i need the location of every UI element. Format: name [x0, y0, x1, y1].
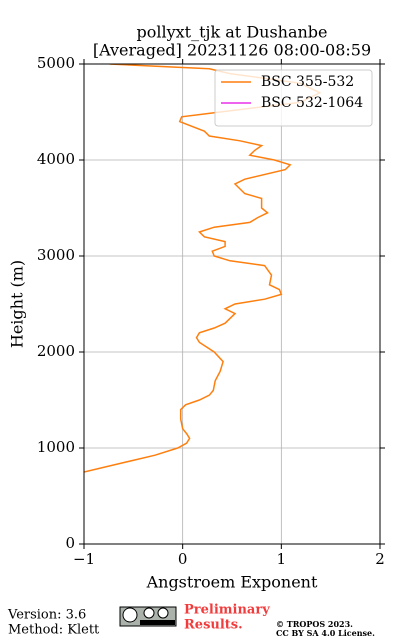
x-tick-label: 1 [277, 550, 287, 568]
y-tick-label: 2000 [37, 342, 75, 360]
data-line [84, 64, 322, 473]
cc-logo [119, 606, 177, 627]
y-tick-label: 0 [65, 534, 75, 552]
legend-label: BSC 532-1064 [261, 95, 363, 111]
legend-box [214, 69, 373, 127]
legend-label: BSC 355-532 [261, 74, 354, 90]
chart-title: pollyxt_tjk at Dushanbe [136, 23, 327, 42]
status-line-1: Preliminary [184, 603, 270, 618]
x-tick-label: −1 [73, 550, 95, 568]
x-tick-label: 0 [178, 550, 188, 568]
license: CC BY SA 4.0 License. [276, 628, 375, 638]
y-tick-label: 1000 [37, 438, 75, 456]
y-tick-label: 5000 [37, 54, 75, 72]
x-tick-label: 2 [375, 550, 385, 568]
y-tick-label: 4000 [37, 150, 75, 168]
copyright: © TROPOS 2023. [276, 619, 353, 629]
chart-subtitle: [Averaged] 20231126 08:00-08:59 [93, 41, 371, 60]
version: Version: 3.6 [7, 608, 86, 623]
x-axis-label: Angstroem Exponent [146, 573, 318, 592]
status-line-2: Results. [184, 618, 243, 633]
y-tick-label: 3000 [37, 246, 75, 264]
method: Method: Klett [8, 623, 100, 638]
y-axis-label: Height (m) [8, 260, 27, 348]
plot-frame [83, 63, 381, 545]
